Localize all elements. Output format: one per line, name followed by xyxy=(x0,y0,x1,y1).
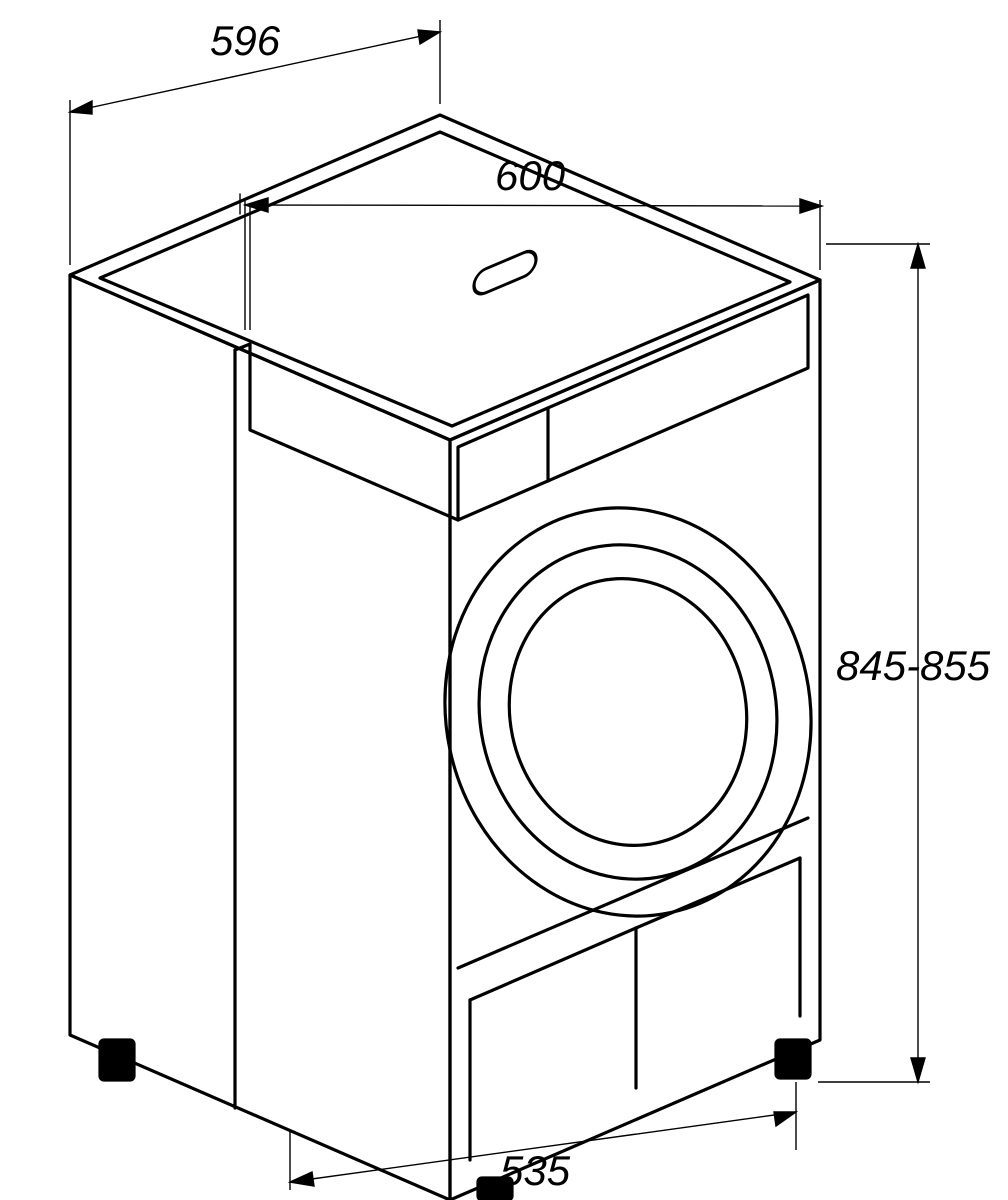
dimension-height-label: 845-855 xyxy=(836,642,991,689)
dimension-depth: 596 xyxy=(210,17,281,64)
dimension-width-bottom: 535 xyxy=(500,1147,571,1194)
appliance-dimension-diagram: 596 600 845-855 535 xyxy=(0,0,1008,1200)
dimension-width-top: 600 xyxy=(495,152,566,199)
